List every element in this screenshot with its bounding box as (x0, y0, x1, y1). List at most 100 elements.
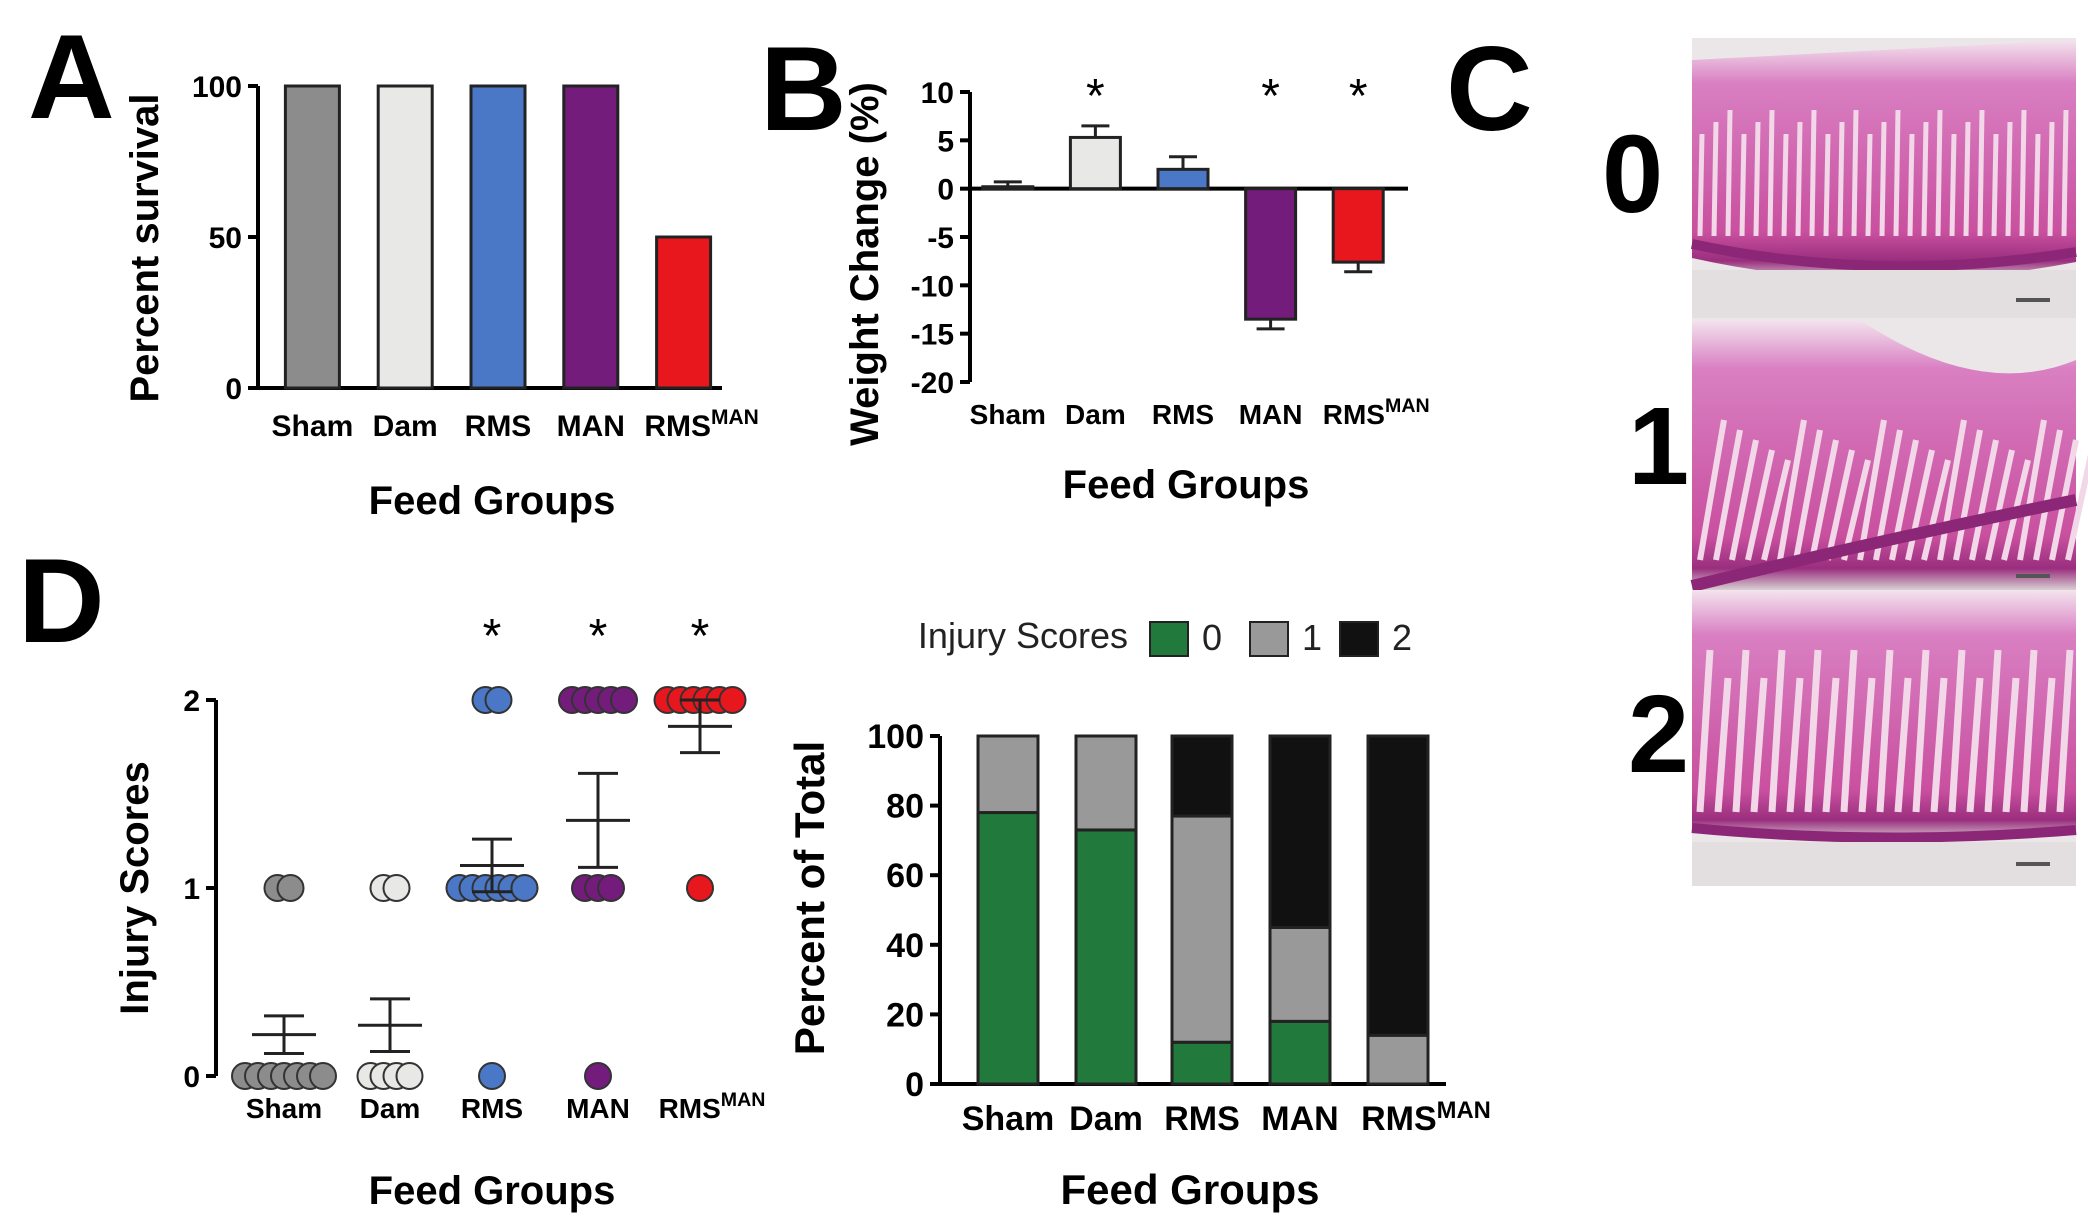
villus-line (2017, 419, 2047, 561)
chart-d-right-bar-segment (1170, 734, 1234, 818)
chart-b-ytick-label: 5 (937, 125, 954, 158)
villus-line (1948, 649, 1966, 813)
chart-d-left-point (597, 874, 625, 902)
chart-a-bar (469, 84, 527, 390)
panel-letter-d: D (18, 534, 105, 668)
chart-b-ytick-label: 0 (937, 174, 954, 207)
villus-line (1793, 429, 1823, 561)
villus-line (1781, 133, 1789, 237)
villus-line (1921, 121, 1929, 237)
chart-b-weight-change: Weight Change (%) Feed Groups 10 5 0 -5 -10 -… (843, 70, 1430, 507)
chart-d-legend: Injury Scores 0 1 2 (918, 615, 1412, 658)
chart-d-right-category-label: Sham (962, 1100, 1055, 1138)
villus-line (1894, 677, 1912, 813)
villus-line (1767, 109, 1775, 237)
chart-d-left-point (484, 686, 513, 714)
chart-a-ytick-label: 100 (192, 71, 242, 104)
villus-line (1851, 109, 1859, 237)
chart-d-right-bar-segment (976, 811, 1040, 1086)
chart-d-right-bar-segment (1170, 814, 1234, 1044)
chart-d-left-ytick-label: 0 (183, 1061, 200, 1094)
villus-line (1761, 459, 1791, 561)
villus-line (1809, 439, 1839, 561)
chart-d-right-ytick-label: 40 (886, 927, 924, 965)
villus-line (1893, 109, 1901, 237)
villus-line (1949, 133, 1957, 237)
chart-d-left-category-label-sup: MAN (721, 1089, 766, 1111)
chart-b-ytick-label: -15 (911, 319, 954, 352)
chart-a-category-label: MAN (557, 410, 625, 443)
chart-d-left-category-label: Dam (360, 1093, 421, 1124)
chart-d-left-point (478, 1062, 506, 1090)
chart-b-bar (1156, 167, 1210, 191)
chart-d-left-significance-star: * (589, 610, 608, 663)
chart-d-left-point (395, 1062, 424, 1090)
villus-line (1935, 109, 1943, 237)
villus-line (1745, 449, 1775, 561)
chart-d-left-point (276, 874, 305, 902)
legend-label-score-0: 0 (1202, 617, 1222, 658)
chart-d-percent-of-total: Percent of Total Feed Groups Injury Scor… (786, 615, 1491, 1213)
legend-label-score-2: 2 (1392, 617, 1412, 658)
chart-b-bar (1244, 187, 1298, 321)
histology-label-1: 1 (1628, 385, 1689, 508)
villus-line (2038, 677, 2056, 813)
chart-d-left-ytick-label: 1 (183, 873, 200, 906)
chart-b-category-label-sup: MAN (1385, 395, 1430, 417)
histology-image-score-0 (1690, 38, 2077, 318)
panel-c-histology: 0 1 2 (1602, 38, 2088, 886)
chart-b-category-label: RMSMAN (1323, 395, 1430, 430)
chart-d-right-category-label: MAN (1261, 1100, 1338, 1138)
chart-d-left-xlabel: Feed Groups (369, 1169, 616, 1213)
villus-line (1804, 649, 1822, 813)
panel-letter-c: C (1446, 22, 1533, 156)
villus-line (1732, 649, 1750, 813)
villus-line (2002, 677, 2020, 813)
chart-b-category-label: Dam (1065, 399, 1126, 430)
villus-line (1984, 649, 2002, 813)
villus-line (1937, 419, 1967, 561)
chart-a-xlabel: Feed Groups (369, 479, 616, 523)
villus-line (1697, 133, 1705, 237)
chart-d-right-category-label-sup: MAN (1437, 1097, 1491, 1124)
chart-d-left-point (718, 686, 747, 714)
chart-d-left-category-label: Sham (246, 1093, 322, 1124)
villus-line (1966, 677, 1984, 813)
chart-a-category-label: Dam (373, 410, 438, 443)
villus-line (1865, 133, 1873, 237)
chart-a-category-label: Sham (272, 410, 354, 443)
villus-line (1739, 133, 1747, 237)
chart-d-right-category-label: RMS (1164, 1100, 1240, 1138)
chart-b-bar (1068, 135, 1122, 191)
villus-line (1921, 459, 1951, 561)
villus-line (1729, 439, 1759, 561)
chart-d-left-point (584, 1062, 612, 1090)
villus-line (1777, 419, 1807, 561)
villus-line (1953, 429, 1983, 561)
villus-line (2065, 454, 2088, 561)
chart-d-left-point (309, 1062, 337, 1090)
villus-line (1822, 677, 1840, 813)
legend-swatch-score-0 (1149, 621, 1189, 657)
chart-d-right-xlabel: Feed Groups (1060, 1166, 1319, 1213)
chart-d-right-ytick-label: 20 (886, 996, 924, 1034)
villus-line (1768, 649, 1786, 813)
villus-line (2061, 109, 2069, 237)
villus-line (1795, 121, 1803, 237)
chart-b-ytick-label: 10 (921, 77, 954, 110)
villus-line (1963, 121, 1971, 237)
chart-a-bar (562, 84, 620, 390)
chart-d-right-ylabel: Percent of Total (786, 741, 833, 1055)
chart-d-left-category-label: RMSMAN (659, 1089, 766, 1124)
chart-d-right-ytick-label: 0 (905, 1066, 924, 1104)
villus-line (1840, 649, 1858, 813)
chart-a-bar (655, 235, 713, 390)
villus-line (1725, 109, 1733, 237)
chart-d-left-significance-star: * (483, 610, 502, 663)
panel-letter-b: B (760, 22, 847, 156)
chart-b-xlabel: Feed Groups (1063, 463, 1310, 507)
chart-d-right-bar-segment (1170, 1040, 1234, 1086)
villus-line (2047, 121, 2055, 237)
villus-line (1809, 109, 1817, 237)
